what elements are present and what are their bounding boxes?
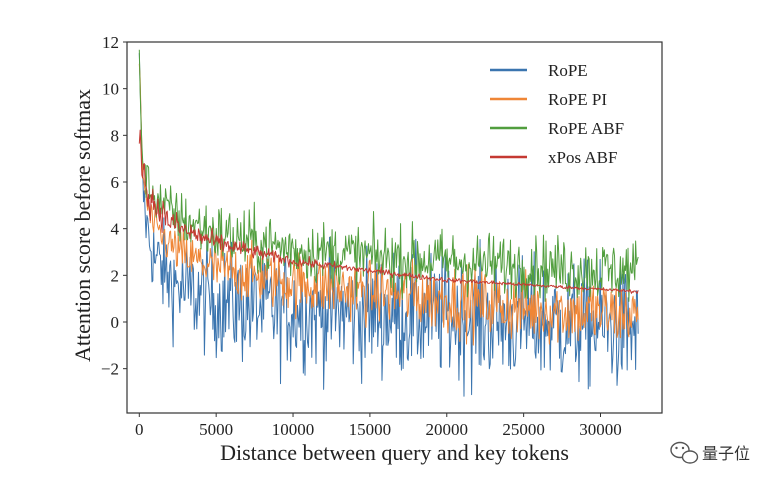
- y-tick-label: 2: [111, 266, 120, 285]
- series-line-rope: [138, 53, 639, 397]
- plot-area: [138, 49, 639, 397]
- x-tick-label: 0: [135, 420, 144, 439]
- series-line-xpos-abf: [138, 129, 639, 294]
- x-tick-label: 30000: [579, 420, 622, 439]
- legend-label: xPos ABF: [548, 148, 617, 167]
- y-tick-label: 6: [111, 173, 120, 192]
- legend-label: RoPE PI: [548, 90, 607, 109]
- y-axis-label: Attention score before softmax: [70, 89, 95, 362]
- x-tick-label: 5000: [199, 420, 233, 439]
- x-tick-label: 10000: [272, 420, 315, 439]
- legend-label: RoPE ABF: [548, 119, 624, 138]
- series-line-rope-abf: [138, 49, 639, 302]
- y-tick-label: 12: [102, 33, 119, 52]
- legend-label: RoPE: [548, 61, 588, 80]
- x-tick-label: 15000: [349, 420, 392, 439]
- watermark-text: 量子位: [702, 444, 750, 463]
- axes-frame: [126, 41, 663, 414]
- y-tick-label: 0: [111, 313, 120, 332]
- ticks: 0 5000 10000 15000 20000 25000 30000 −2 0 2 4 6 8 10 1…: [101, 33, 622, 439]
- y-tick-label: 10: [102, 80, 119, 99]
- y-tick-label: 4: [111, 220, 120, 239]
- legend: RoPE RoPE PI RoPE ABF xPos ABF: [490, 61, 624, 167]
- y-tick-label: −2: [101, 360, 119, 379]
- x-axis-label: Distance between query and key tokens: [220, 440, 569, 465]
- watermark: 量子位: [670, 441, 750, 464]
- y-tick-label: 8: [111, 126, 120, 145]
- series-line-rope-pi: [138, 63, 639, 346]
- x-tick-label: 20000: [426, 420, 469, 439]
- wechat-icon: [670, 441, 699, 464]
- x-tick-label: 25000: [502, 420, 545, 439]
